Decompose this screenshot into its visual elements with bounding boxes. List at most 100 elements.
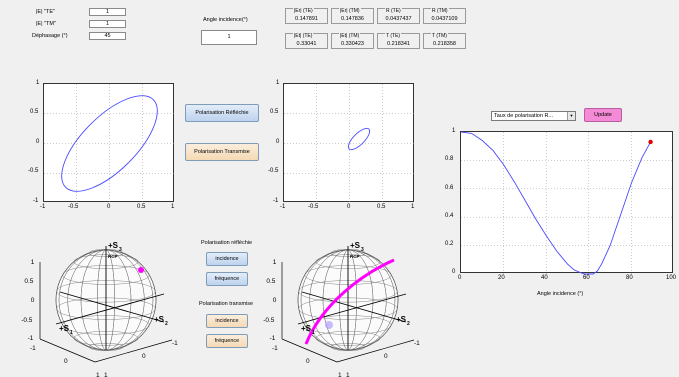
phase-label: Déphasage (°) [32,33,68,39]
left-y-tick: 1 [36,80,40,86]
sphere-axis-line [281,338,338,363]
s1-sub-label: 1 [312,330,315,336]
er-te-title: |Er| (TE) [293,8,314,14]
chart-x-tick: 20 [498,275,505,281]
reflechie-frequence-button[interactable]: fréquence [206,272,248,286]
sphere-frame [281,262,415,363]
mid-x-tick: 0 [347,204,351,210]
te-field[interactable]: 1 [89,8,126,16]
chart-y-tick: 1 [452,128,456,134]
transmise-incidence-button[interactable]: incidence [206,314,248,328]
sphere-y-tick: -0.5 [21,317,33,324]
sphere-frame [39,262,173,363]
et-te-value: 0.33041 [296,41,317,47]
mid-x-tick: 1 [411,204,415,210]
s2-sub-label: 2 [165,321,168,327]
left-x-tick: 0.5 [137,204,146,210]
left-x-tick: 1 [171,204,175,210]
er-te-value: 0.147891 [295,16,318,22]
er-tm-panel: |Er| (TM) 0.147836 [331,8,374,24]
et-tm-value: 0.330423 [341,41,364,47]
polarisation-rate-svg [460,131,674,275]
chart-y-tick: 0.6 [445,185,454,191]
sphere-y-tick: 1 [273,259,277,266]
sphere-y-tick: -1 [28,335,34,342]
rcp-label: RCP [108,254,118,259]
sphere-y-tick: 0 [31,297,35,304]
reflected-ellipse-curve [61,95,158,192]
quantity-select[interactable]: Taux de polarisation R... ▼ [491,111,576,121]
s2-label: +S [154,315,165,324]
left-y-tick: -1 [33,198,39,204]
sphere-y-tick: 0.5 [24,278,33,285]
t-tm-title: T (TM) [431,33,448,39]
chart-x-tick: 100 [666,275,677,281]
chart-y-tick: 0.4 [445,213,454,219]
chart-x-tick: 0 [458,275,462,281]
polarisation-rate-chart [460,131,674,275]
r-te-value: 0.0437437 [385,16,412,22]
tm-field[interactable]: 1 [89,20,126,28]
angle-field[interactable]: 1 [201,30,257,45]
s1-axis [55,293,165,325]
transmitted-ellipse-curve [347,127,371,151]
sphere-axis-line [336,339,415,363]
et-tm-panel: |Et| (TM) 0.330423 [331,33,374,49]
er-tm-title: |Er| (TM) [339,8,361,14]
left-x-tick: -0.5 [68,204,79,210]
chevron-down-icon[interactable]: ▼ [567,112,575,120]
s3-sub-label: 3 [361,247,364,253]
polarisation-transmise-button[interactable]: Polarisation Transmise [185,143,259,161]
update-button[interactable]: Update [584,108,622,122]
t-te-value: 0.218341 [387,41,410,47]
quantity-select-value: Taux de polarisation R... [494,113,554,119]
reflected-ellipse-plot [43,83,175,203]
sphere-axes [297,246,407,350]
mid-x-tick: -0.5 [308,204,319,210]
mid-y-tick: 1 [276,80,280,86]
left-y-tick: 0.5 [30,109,39,115]
s2-axis [59,291,165,323]
sphere-polarisation-point [325,321,333,329]
sphere-x-tick: 0 [384,353,388,360]
sphere-y-tick: 1 [31,259,35,266]
transmitted-ellipse-svg [284,84,415,203]
et-te-title: |Et| (TE) [293,33,314,39]
r-te-title: R (TE) [385,8,402,14]
left-y-tick: 0 [36,139,40,145]
sphere-x-tick: 0 [64,358,68,365]
t-tm-value: 0.218358 [433,41,456,47]
mid-y-tick: -0.5 [268,168,279,174]
er-te-panel: |Er| (TE) 0.147891 [285,8,328,24]
sphere-x-tick: -1 [272,345,278,352]
tm-label: |E| "TM" [36,21,56,27]
sphere-x-tick: 1 [346,372,350,377]
chart-y-tick: 0.2 [445,241,454,247]
mid-y-tick: 0.5 [270,109,279,115]
transmitted-poincare-sphere: +S 3 RCP +S 1 +S 2 1 0.5 0 -0.5 -1 -1 0 1 1 0 -1 [262,234,434,377]
t-te-panel: T (TE) 0.218341 [377,33,420,49]
sphere-axis-line [39,338,96,363]
t-te-title: T (TE) [385,33,402,39]
sphere-axes [55,246,165,350]
reflechie-incidence-button[interactable]: incidence [206,252,248,266]
sphere-x-tick: 0 [142,353,146,360]
reflected-ellipse-svg [44,84,175,203]
mid-x-tick: -1 [280,204,286,210]
left-x-tick: 0 [107,204,111,210]
sphere-x-tick: 1 [96,372,100,377]
transmise-frequence-button[interactable]: fréquence [206,334,248,348]
phase-field[interactable]: 45 [89,32,126,40]
sphere-x-tick: -1 [414,340,420,347]
transmitted-ellipse-plot [283,83,415,203]
s3-sub-label: 3 [119,247,122,253]
mid-y-tick: 0 [276,139,280,145]
mid-y-tick: -1 [273,198,279,204]
transmise-section-label: Polarisation transmise [199,301,254,307]
chart-series-line [460,131,651,275]
sphere-y-tick: -0.5 [263,317,275,324]
sphere-y-tick: -1 [270,335,276,342]
polarisation-reflechie-button[interactable]: Polarisation Réfléchie [185,104,259,122]
s3-label: +S [108,241,119,250]
sphere-polarisation-point [138,267,144,273]
